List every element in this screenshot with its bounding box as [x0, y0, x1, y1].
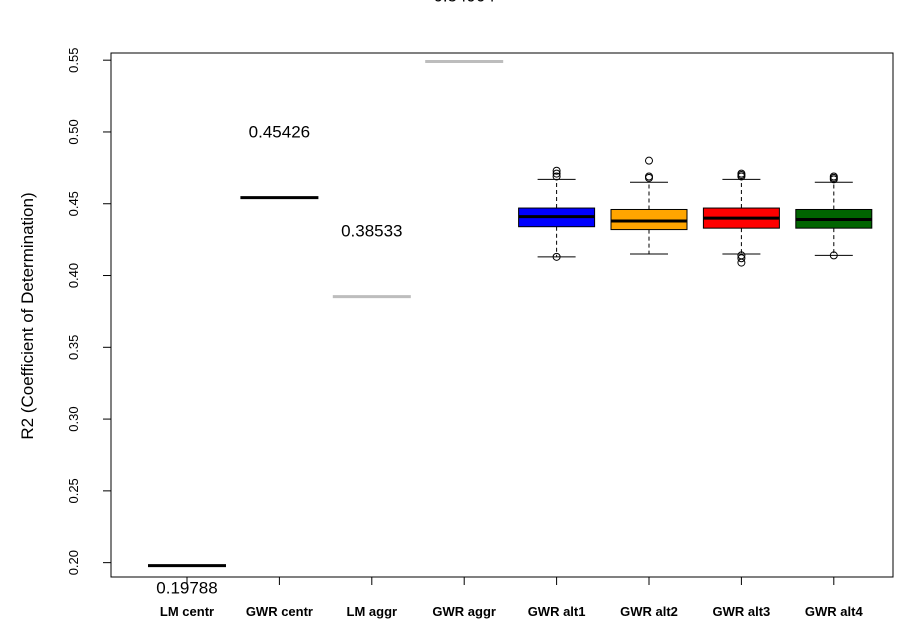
x-tick-label: GWR alt4	[805, 604, 864, 619]
value-label: 0.54904	[433, 0, 494, 6]
plot-frame	[110, 52, 894, 578]
x-tick-label: LM aggr	[347, 604, 398, 619]
outlier-point	[829, 172, 838, 181]
outlier-point	[737, 254, 746, 263]
y-tick-label: 0.55	[66, 48, 81, 73]
value-label: 0.45426	[249, 123, 310, 142]
x-tick-label: LM centr	[160, 604, 214, 619]
y-axis-title: R2 (Coefficient of Determination)	[18, 192, 37, 439]
value-label: 0.38533	[341, 222, 402, 241]
value-label: 0.19788	[156, 579, 217, 598]
axes: 0.20 0.25 0.30 0.35 0.40 0.45 0.50 0.55 LM centr…	[66, 48, 894, 619]
x-tick-label: GWR aggr	[432, 604, 496, 619]
x-tick-label: GWR alt2	[620, 604, 678, 619]
outlier-point	[552, 166, 561, 175]
y-tick-label: 0.25	[66, 478, 81, 503]
x-tick-label: GWR alt1	[528, 604, 586, 619]
outlier-point	[645, 156, 653, 165]
outlier-point	[737, 169, 746, 178]
outlier-point	[552, 252, 561, 261]
outlier-point	[552, 169, 561, 178]
y-tick-label: 0.40	[66, 263, 81, 288]
outlier-point	[737, 251, 746, 260]
chart-labels: 0.19788 0.45426 0.38533 0.54904	[156, 0, 495, 598]
y-tick-label: 0.30	[66, 406, 81, 431]
x-tick-label: GWR centr	[246, 604, 313, 619]
outlier-point	[829, 251, 838, 260]
y-tick-label: 0.20	[66, 550, 81, 575]
x-tick-label: GWR alt3	[713, 604, 771, 619]
outlier-point	[645, 172, 653, 181]
outlier-point	[552, 172, 561, 181]
y-tick-label: 0.45	[66, 191, 81, 216]
y-tick-label: 0.35	[66, 335, 81, 360]
chart-marks	[148, 60, 873, 568]
y-tick-label: 0.50	[66, 119, 81, 144]
